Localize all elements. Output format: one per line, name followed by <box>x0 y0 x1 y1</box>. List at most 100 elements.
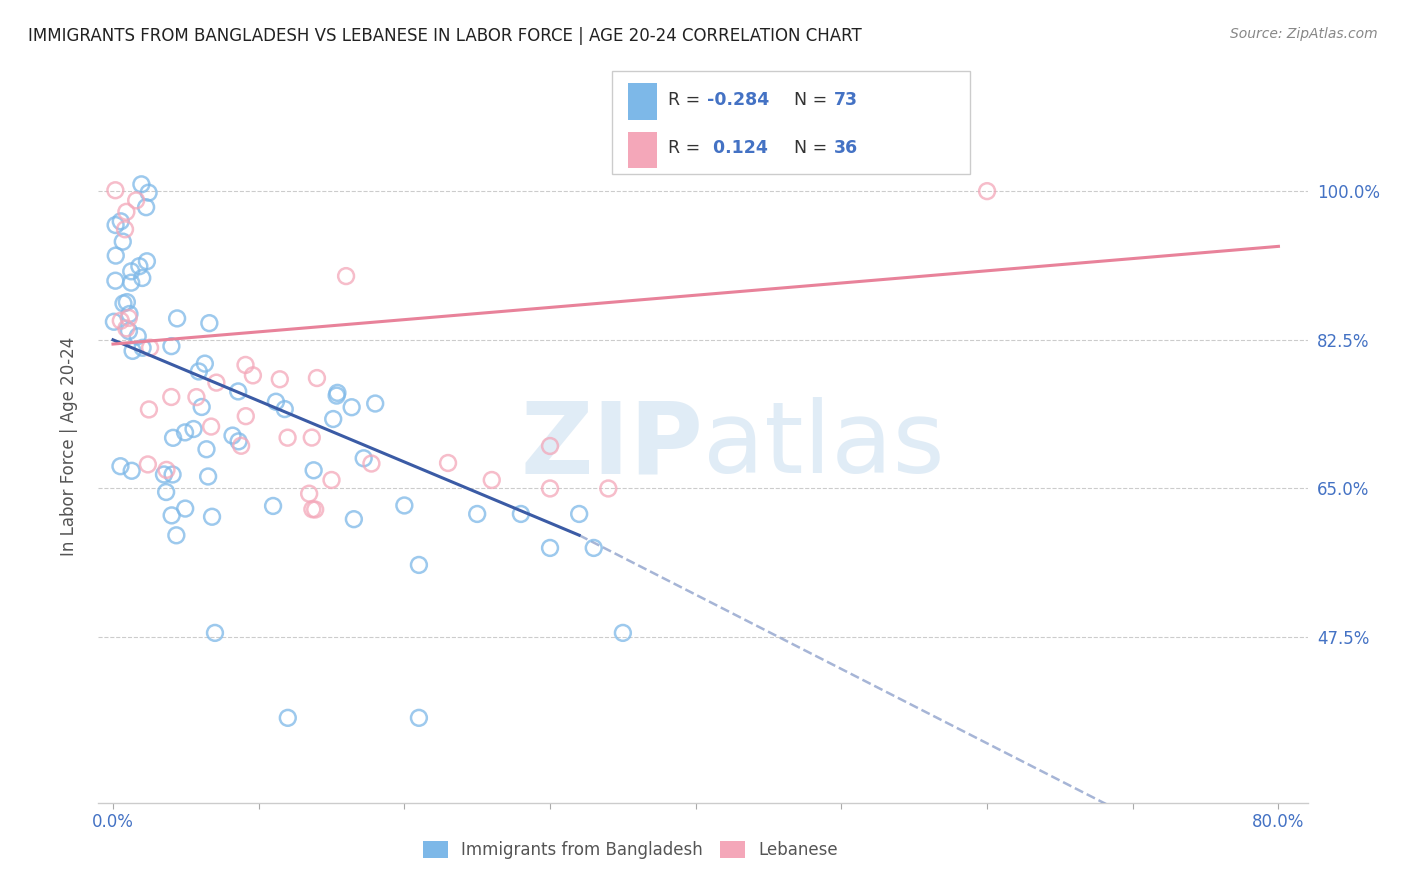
Point <box>121 343 143 358</box>
Point <box>118 324 141 338</box>
Point <box>274 402 297 417</box>
Point <box>194 357 217 371</box>
Point <box>160 508 183 523</box>
Point <box>221 428 243 442</box>
Point <box>343 512 366 526</box>
Point <box>112 296 135 310</box>
Point <box>598 482 620 496</box>
Point <box>262 499 284 513</box>
Point <box>104 183 127 197</box>
Point <box>128 259 150 273</box>
Point <box>153 467 176 482</box>
Text: 0.124: 0.124 <box>707 139 768 157</box>
Point <box>264 394 287 409</box>
Point <box>201 509 224 524</box>
Point <box>204 626 226 640</box>
Point <box>277 431 299 445</box>
Text: R =: R = <box>668 139 706 157</box>
Point <box>340 401 363 415</box>
Point <box>568 507 591 521</box>
Point <box>103 315 125 329</box>
Text: R =: R = <box>668 91 706 109</box>
Text: N =: N = <box>783 139 832 157</box>
Point <box>120 276 142 290</box>
Point <box>115 321 138 335</box>
Point <box>155 463 177 477</box>
Point <box>131 178 153 192</box>
Text: Source: ZipAtlas.com: Source: ZipAtlas.com <box>1230 27 1378 41</box>
Point <box>138 186 160 200</box>
Point <box>277 711 299 725</box>
Point <box>162 467 184 482</box>
Point <box>408 558 430 572</box>
Point <box>538 439 561 453</box>
Point <box>538 482 561 496</box>
Point <box>110 314 132 328</box>
Text: atlas: atlas <box>703 398 945 494</box>
Point <box>437 456 460 470</box>
Point <box>183 422 205 436</box>
Point <box>110 459 132 474</box>
Point <box>195 442 218 457</box>
Point <box>235 358 257 372</box>
Point <box>135 200 157 214</box>
Point <box>104 274 127 288</box>
Point <box>136 458 159 472</box>
Point <box>301 431 323 445</box>
Point <box>131 341 153 355</box>
Point <box>509 507 531 521</box>
Point <box>174 501 197 516</box>
Text: 73: 73 <box>834 91 858 109</box>
Point <box>165 528 187 542</box>
Point <box>304 502 326 516</box>
Point <box>325 388 347 402</box>
Point <box>114 222 136 236</box>
Point <box>298 486 321 500</box>
Point <box>481 473 503 487</box>
Point <box>408 711 430 725</box>
Point <box>226 384 249 399</box>
Point <box>326 385 349 400</box>
Point <box>127 329 149 343</box>
Point <box>321 473 343 487</box>
Point <box>131 271 153 285</box>
Point <box>465 507 488 521</box>
Text: 36: 36 <box>834 139 858 157</box>
Point <box>394 499 416 513</box>
Point <box>121 464 143 478</box>
Point <box>104 218 127 232</box>
Point <box>322 412 344 426</box>
Point <box>139 341 162 355</box>
Point <box>301 502 323 516</box>
Point <box>138 402 160 417</box>
Point <box>115 295 138 310</box>
Point <box>110 214 132 228</box>
Point <box>160 390 183 404</box>
Text: N =: N = <box>783 91 832 109</box>
Point <box>612 626 634 640</box>
Point <box>353 451 375 466</box>
Point <box>228 434 250 449</box>
Text: -0.284: -0.284 <box>707 91 769 109</box>
Point <box>229 439 252 453</box>
Point <box>187 364 209 378</box>
Point <box>118 307 141 321</box>
Point <box>976 184 998 198</box>
Point <box>186 390 208 404</box>
Text: IMMIGRANTS FROM BANGLADESH VS LEBANESE IN LABOR FORCE | AGE 20-24 CORRELATION CH: IMMIGRANTS FROM BANGLADESH VS LEBANESE I… <box>28 27 862 45</box>
Point <box>162 431 184 445</box>
Point <box>269 372 291 386</box>
Point <box>166 311 188 326</box>
Point <box>174 425 197 440</box>
Point <box>302 463 325 477</box>
Text: ZIP: ZIP <box>520 398 703 494</box>
Point <box>242 368 264 383</box>
Point <box>118 310 141 325</box>
Point <box>125 194 148 208</box>
Point <box>120 264 142 278</box>
Point <box>198 316 221 330</box>
Point <box>200 419 222 434</box>
Point <box>135 254 157 268</box>
Y-axis label: In Labor Force | Age 20-24: In Labor Force | Age 20-24 <box>59 336 77 556</box>
Point <box>538 541 561 555</box>
